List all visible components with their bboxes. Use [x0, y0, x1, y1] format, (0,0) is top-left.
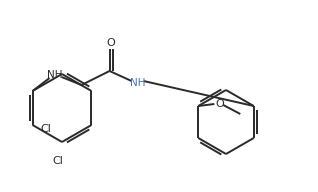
Text: O: O: [107, 38, 115, 48]
Text: Cl: Cl: [41, 124, 52, 134]
Text: NH: NH: [130, 78, 145, 88]
Text: O: O: [215, 99, 224, 109]
Text: Cl: Cl: [52, 156, 63, 166]
Text: NH: NH: [47, 70, 62, 80]
